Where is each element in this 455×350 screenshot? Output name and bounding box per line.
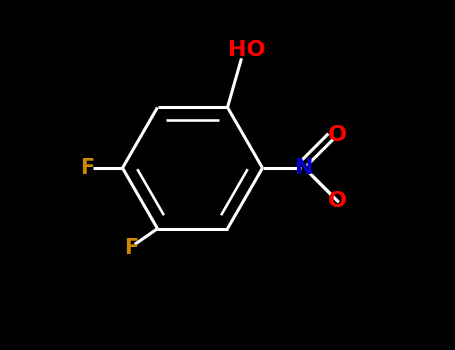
Text: F: F <box>81 158 95 178</box>
Text: F: F <box>124 238 138 258</box>
Text: N: N <box>295 158 314 178</box>
Text: O: O <box>328 125 347 145</box>
Text: HO: HO <box>228 40 266 60</box>
Text: O: O <box>328 191 347 211</box>
